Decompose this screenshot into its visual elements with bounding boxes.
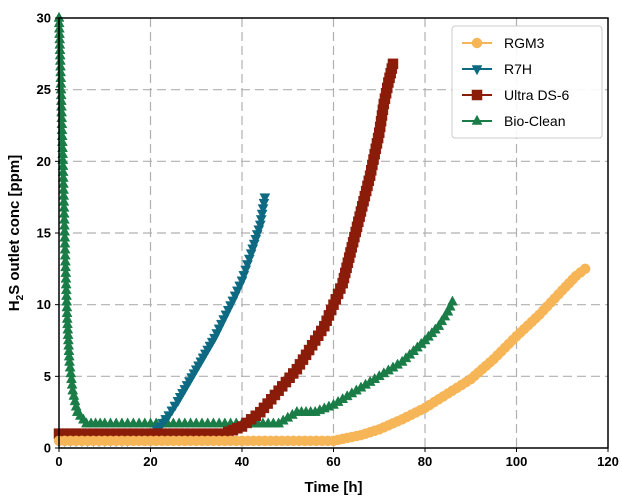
legend-item: RGM3 (462, 35, 545, 51)
legend-item: Ultra DS-6 (462, 87, 570, 103)
legend-marker (471, 65, 483, 76)
data-point (259, 193, 271, 204)
legend-marker (471, 89, 483, 101)
y-tick-label: 5 (44, 369, 51, 384)
y-tick-label: 10 (37, 297, 51, 312)
axis-ticks: 0 20 40 60 80 100 120 0 5 10 15 20 25 30 (37, 11, 619, 470)
legend-item: R7H (462, 61, 532, 77)
series-bio-clean (53, 11, 458, 428)
legend-item: Bio-Clean (462, 113, 565, 129)
y-tick-label: 15 (37, 226, 51, 241)
series-rgm3 (53, 263, 591, 447)
legend-label: RGM3 (504, 35, 545, 51)
data-point (387, 58, 399, 70)
y-tick-label: 0 (44, 441, 51, 456)
y-axis-title: H2S outlet conc [ppm] (6, 155, 26, 311)
x-tick-label: 40 (235, 454, 249, 469)
data-point (442, 305, 454, 316)
legend-marker (471, 37, 483, 49)
series-line (59, 268, 586, 442)
x-tick-label: 80 (418, 454, 432, 469)
legend-marker (471, 114, 483, 125)
x-tick-label: 60 (326, 454, 340, 469)
plot-series (53, 11, 591, 448)
x-tick-label: 20 (143, 454, 157, 469)
y-tick-label: 25 (37, 82, 51, 97)
x-axis-title: Time [h] (304, 479, 362, 496)
series-line (59, 197, 266, 442)
series-ultra-ds-6 (53, 58, 399, 439)
legend-label: Bio-Clean (504, 113, 565, 129)
legend: RGM3 R7H Ultra DS-6 Bio-Clean (451, 25, 603, 139)
x-tick-label: 0 (55, 454, 62, 469)
y-tick-label: 20 (37, 154, 51, 169)
data-point (579, 263, 591, 275)
data-point (447, 295, 458, 306)
series-line (59, 63, 394, 435)
series-r7h (53, 193, 271, 448)
legend-label: Ultra DS-6 (504, 87, 570, 103)
legend-label: R7H (504, 61, 532, 77)
x-tick-label: 100 (506, 454, 528, 469)
y-tick-label: 30 (37, 11, 51, 26)
x-tick-label: 120 (597, 454, 619, 469)
data-point (444, 300, 456, 311)
legend-box (451, 25, 603, 139)
